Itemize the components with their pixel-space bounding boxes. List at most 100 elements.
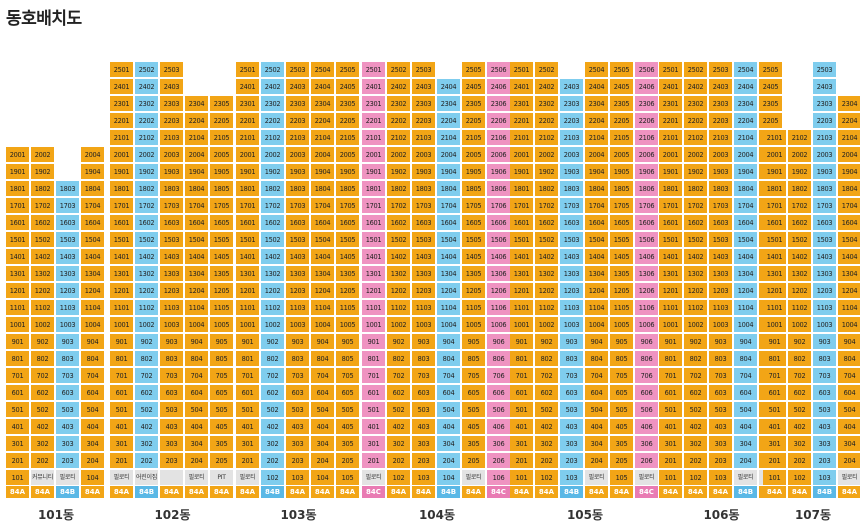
unit-104동-2506[interactable]: 2506: [487, 62, 511, 78]
unit-105동-1703[interactable]: 1703: [560, 198, 584, 214]
unit-104동-1103[interactable]: 1103: [412, 300, 436, 316]
unit-104동-503[interactable]: 503: [412, 402, 436, 418]
unit-105동-402[interactable]: 402: [535, 419, 559, 435]
unit-102동-504[interactable]: 504: [185, 402, 209, 418]
unit-106동-2004[interactable]: 2004: [734, 147, 758, 163]
unit-101동-803[interactable]: 803: [56, 351, 80, 367]
unit-105동-101[interactable]: 101: [510, 470, 534, 486]
unit-104동-1503[interactable]: 1503: [412, 232, 436, 248]
unit-106동-1501[interactable]: 1501: [659, 232, 683, 248]
unit-102동-1802[interactable]: 1802: [135, 181, 159, 197]
unit-102동-1102[interactable]: 1102: [135, 300, 159, 316]
unit-105동-1502[interactable]: 1502: [535, 232, 559, 248]
unit-107동-1104[interactable]: 1104: [838, 300, 860, 316]
unit-102동-1904[interactable]: 1904: [185, 164, 209, 180]
unit-104동-706[interactable]: 706: [487, 368, 511, 384]
unit-105동-1803[interactable]: 1803: [560, 181, 584, 197]
unit-105동-2006[interactable]: 2006: [635, 147, 659, 163]
unit-104동-104[interactable]: 104: [437, 470, 461, 486]
unit-107동-203[interactable]: 203: [813, 453, 837, 469]
unit-103동-601[interactable]: 601: [236, 385, 260, 401]
unit-102동-204[interactable]: 204: [185, 453, 209, 469]
unit-107동-102[interactable]: 102: [788, 470, 812, 486]
unit-105동-2304[interactable]: 2304: [585, 96, 609, 112]
unit-103동-802[interactable]: 802: [261, 351, 285, 367]
unit-104동-1305[interactable]: 1305: [462, 266, 486, 282]
unit-101동-2001[interactable]: 2001: [6, 147, 30, 163]
unit-102동-401[interactable]: 401: [110, 419, 134, 435]
unit-103동-304[interactable]: 304: [311, 436, 335, 452]
unit-103동-2403[interactable]: 2403: [286, 79, 310, 95]
unit-102동-2104[interactable]: 2104: [185, 130, 209, 146]
unit-104동-206[interactable]: 206: [487, 453, 511, 469]
unit-102동-1002[interactable]: 1002: [135, 317, 159, 333]
unit-102동-2201[interactable]: 2201: [110, 113, 134, 129]
unit-102동-2003[interactable]: 2003: [160, 147, 184, 163]
unit-106동-2202[interactable]: 2202: [684, 113, 708, 129]
unit-106동-1001[interactable]: 1001: [659, 317, 683, 333]
unit-106동-1101[interactable]: 1101: [659, 300, 683, 316]
unit-104동-1902[interactable]: 1902: [387, 164, 411, 180]
unit-104동-205[interactable]: 205: [462, 453, 486, 469]
unit-102동-2001[interactable]: 2001: [110, 147, 134, 163]
unit-104동-801[interactable]: 801: [362, 351, 386, 367]
unit-106동-1904[interactable]: 1904: [734, 164, 758, 180]
unit-104동-301[interactable]: 301: [362, 436, 386, 452]
unit-104동-1102[interactable]: 1102: [387, 300, 411, 316]
unit-104동-103[interactable]: 103: [412, 470, 436, 486]
unit-104동-1403[interactable]: 1403: [412, 249, 436, 265]
unit-101동-1604[interactable]: 1604: [81, 215, 105, 231]
unit-101동-104[interactable]: 104: [81, 470, 105, 486]
unit-101동-1501[interactable]: 1501: [6, 232, 30, 248]
unit-106동-1803[interactable]: 1803: [709, 181, 733, 197]
unit-107동-1601[interactable]: 1601: [763, 215, 787, 231]
unit-105동-806[interactable]: 806: [635, 351, 659, 367]
unit-101동-402[interactable]: 402: [31, 419, 55, 435]
unit-106동-1202[interactable]: 1202: [684, 283, 708, 299]
unit-105동-706[interactable]: 706: [635, 368, 659, 384]
unit-105동-1705[interactable]: 1705: [610, 198, 634, 214]
unit-106동-701[interactable]: 701: [659, 368, 683, 384]
unit-105동-1401[interactable]: 1401: [510, 249, 534, 265]
unit-104동-1506[interactable]: 1506: [487, 232, 511, 248]
unit-104동-1205[interactable]: 1205: [462, 283, 486, 299]
unit-102동-505[interactable]: 505: [210, 402, 234, 418]
unit-106동-1104[interactable]: 1104: [734, 300, 758, 316]
unit-102동-2101[interactable]: 2101: [110, 130, 134, 146]
unit-106동-903[interactable]: 903: [709, 334, 733, 350]
unit-107동-1003[interactable]: 1003: [813, 317, 837, 333]
unit-103동-2505[interactable]: 2505: [336, 62, 360, 78]
unit-104동-305[interactable]: 305: [462, 436, 486, 452]
unit-106동-1304[interactable]: 1304: [734, 266, 758, 282]
unit-104동-306[interactable]: 306: [487, 436, 511, 452]
unit-104동-102[interactable]: 102: [387, 470, 411, 486]
unit-105동-1301[interactable]: 1301: [510, 266, 534, 282]
unit-104동-1104[interactable]: 1104: [437, 300, 461, 316]
unit-106동-1503[interactable]: 1503: [709, 232, 733, 248]
unit-104동-1706[interactable]: 1706: [487, 198, 511, 214]
unit-103동-205[interactable]: 205: [336, 453, 360, 469]
unit-103동-2205[interactable]: 2205: [336, 113, 360, 129]
unit-102동-2303[interactable]: 2303: [160, 96, 184, 112]
unit-106동-602[interactable]: 602: [684, 385, 708, 401]
unit-101동-1103[interactable]: 1103: [56, 300, 80, 316]
unit-102동-804[interactable]: 804: [185, 351, 209, 367]
unit-107동-1603[interactable]: 1603: [813, 215, 837, 231]
unit-107동-201[interactable]: 201: [763, 453, 787, 469]
unit-104동-1004[interactable]: 1004: [437, 317, 461, 333]
unit-104동-906[interactable]: 906: [487, 334, 511, 350]
unit-101동-904[interactable]: 904: [81, 334, 105, 350]
unit-103동-503[interactable]: 503: [286, 402, 310, 418]
unit-104동-1905[interactable]: 1905: [462, 164, 486, 180]
unit-104동-405[interactable]: 405: [462, 419, 486, 435]
unit-105동-303[interactable]: 303: [560, 436, 584, 452]
unit-101동-1101[interactable]: 1101: [6, 300, 30, 316]
unit-104동-1302[interactable]: 1302: [387, 266, 411, 282]
unit-102동-903[interactable]: 903: [160, 334, 184, 350]
unit-107동-2104[interactable]: 2104: [838, 130, 860, 146]
unit-105동-1102[interactable]: 1102: [535, 300, 559, 316]
unit-106동-303[interactable]: 303: [709, 436, 733, 452]
unit-104동-2405[interactable]: 2405: [462, 79, 486, 95]
unit-106동-802[interactable]: 802: [684, 351, 708, 367]
unit-104동-1805[interactable]: 1805: [462, 181, 486, 197]
